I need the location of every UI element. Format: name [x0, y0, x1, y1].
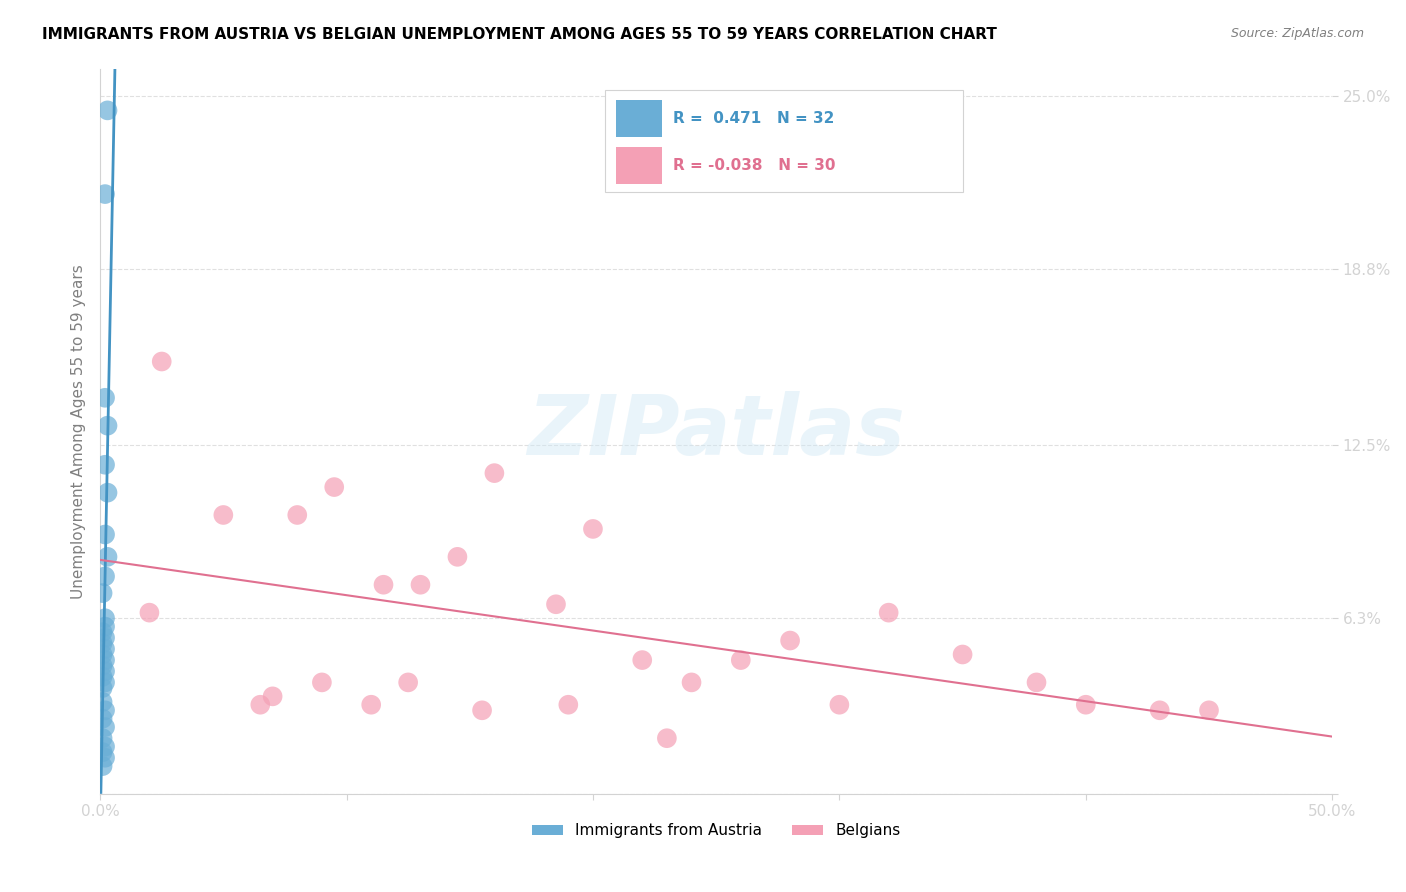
Point: [631, 653, 654, 667]
Point: [249, 698, 271, 712]
Point: [96, 418, 118, 433]
Point: [91, 759, 114, 773]
Point: [91, 625, 114, 640]
Point: [138, 606, 160, 620]
Point: [94, 391, 117, 405]
Point: [94, 675, 117, 690]
Point: [373, 578, 395, 592]
Point: [94, 653, 117, 667]
Point: [150, 354, 173, 368]
Point: [262, 690, 284, 704]
Point: [94, 720, 117, 734]
Point: [91, 731, 114, 746]
Point: [94, 739, 117, 754]
Point: [471, 703, 494, 717]
Point: [96, 549, 118, 564]
Point: [94, 619, 117, 633]
Point: [94, 458, 117, 472]
Point: [94, 611, 117, 625]
Point: [91, 648, 114, 662]
Point: [484, 466, 506, 480]
Point: [94, 641, 117, 656]
Point: [94, 665, 117, 679]
Point: [91, 681, 114, 695]
Point: [877, 606, 900, 620]
Point: [1198, 703, 1220, 717]
Point: [285, 508, 308, 522]
Y-axis label: Unemployment Among Ages 55 to 59 years: Unemployment Among Ages 55 to 59 years: [72, 264, 86, 599]
Point: [94, 750, 117, 764]
Point: [323, 480, 346, 494]
Point: [91, 712, 114, 726]
Point: [91, 658, 114, 673]
Point: [952, 648, 974, 662]
Point: [730, 653, 752, 667]
Point: [94, 569, 117, 583]
Legend: Immigrants from Austria, Belgians: Immigrants from Austria, Belgians: [526, 817, 907, 845]
Point: [96, 485, 118, 500]
Point: [557, 698, 579, 712]
Point: [1025, 675, 1047, 690]
Point: [94, 703, 117, 717]
Point: [91, 745, 114, 759]
Text: Source: ZipAtlas.com: Source: ZipAtlas.com: [1230, 27, 1364, 40]
Text: IMMIGRANTS FROM AUSTRIA VS BELGIAN UNEMPLOYMENT AMONG AGES 55 TO 59 YEARS CORREL: IMMIGRANTS FROM AUSTRIA VS BELGIAN UNEMP…: [42, 27, 997, 42]
Point: [396, 675, 419, 690]
Point: [91, 695, 114, 709]
Point: [1074, 698, 1097, 712]
Point: [91, 636, 114, 650]
Point: [409, 578, 432, 592]
Point: [1149, 703, 1171, 717]
Point: [446, 549, 468, 564]
Point: [828, 698, 851, 712]
Point: [360, 698, 382, 712]
Point: [91, 670, 114, 684]
Point: [212, 508, 235, 522]
Text: ZIPatlas: ZIPatlas: [527, 391, 905, 472]
Point: [94, 187, 117, 202]
Point: [681, 675, 703, 690]
Point: [94, 631, 117, 645]
Point: [544, 597, 567, 611]
Point: [96, 103, 118, 118]
Point: [94, 527, 117, 541]
Point: [311, 675, 333, 690]
Point: [582, 522, 605, 536]
Point: [779, 633, 801, 648]
Point: [655, 731, 678, 746]
Point: [91, 586, 114, 600]
